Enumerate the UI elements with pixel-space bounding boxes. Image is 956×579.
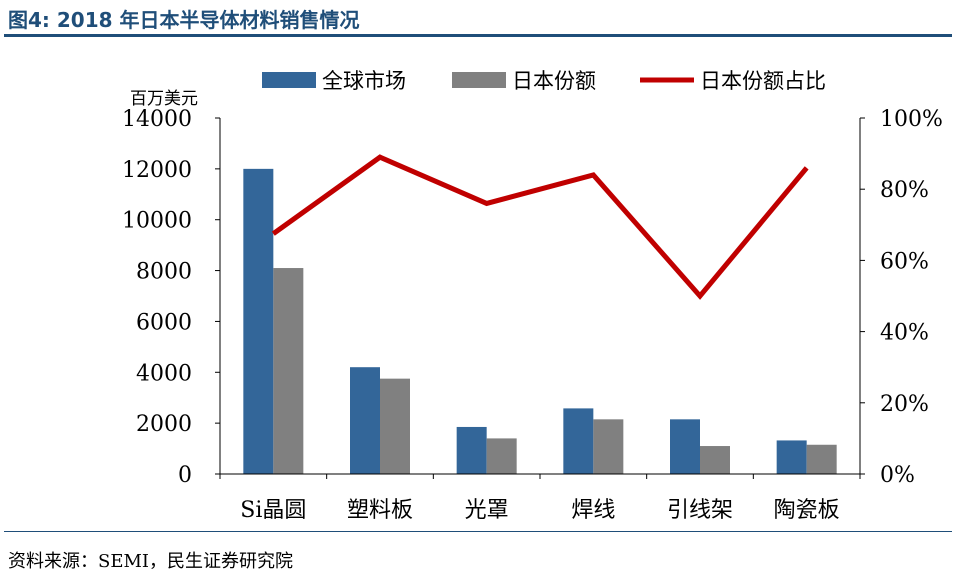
bar-japan-5 — [806, 444, 837, 474]
bar-global-1 — [350, 367, 380, 474]
legend-label-2: 日本份额占比 — [700, 69, 826, 93]
x-tick-label-2: 光罩 — [465, 498, 509, 523]
bar-global-4 — [670, 419, 700, 474]
bar-global-5 — [776, 440, 807, 474]
figure-source: 资料来源：SEMI，民生证券研究院 — [8, 551, 294, 572]
right-tick-label-3: 60% — [880, 249, 929, 274]
left-tick-label-1: 2000 — [136, 412, 192, 437]
right-tick-label-0: 0% — [880, 463, 915, 488]
bar-japan-4 — [700, 446, 730, 474]
source-rule — [4, 531, 952, 532]
left-tick-label-5: 10000 — [122, 209, 192, 234]
right-tick-label-4: 80% — [880, 178, 929, 203]
left-axis-label: 百万美元 — [130, 89, 198, 109]
figure-title: 图4: 2018 年日本半导体材料销售情况 — [8, 8, 360, 32]
right-tick-label-1: 20% — [880, 392, 929, 417]
bar-japan-1 — [380, 378, 410, 474]
share-line — [271, 154, 809, 300]
legend-swatch-1 — [452, 72, 506, 88]
x-tick-label-5: 陶瓷板 — [774, 498, 840, 523]
bar-japan-0 — [273, 268, 304, 474]
bar-japan-3 — [593, 419, 624, 474]
left-tick-label-4: 8000 — [136, 260, 192, 285]
x-tick-label-1: 塑料板 — [347, 498, 413, 523]
left-tick-label-6: 12000 — [122, 158, 192, 183]
bar-global-2 — [456, 426, 487, 474]
left-tick-label-7: 14000 — [122, 107, 192, 132]
legend-label-1: 日本份额 — [512, 69, 596, 93]
legend-label-0: 全球市场 — [322, 69, 406, 93]
left-tick-label-2: 4000 — [136, 361, 192, 386]
x-tick-label-4: 引线架 — [667, 498, 733, 523]
legend-swatch-0 — [262, 72, 316, 88]
legend: 全球市场 日本份额 日本份额占比 — [262, 69, 826, 93]
right-tick-label-2: 40% — [880, 321, 929, 346]
bar-global-0 — [243, 168, 274, 474]
bar-global-3 — [563, 408, 594, 474]
x-tick-label-0: Si晶圆 — [240, 498, 306, 523]
left-tick-label-0: 0 — [178, 463, 192, 488]
title-rule — [4, 34, 952, 37]
right-tick-label-5: 100% — [880, 107, 943, 132]
bars-layer — [243, 168, 837, 474]
x-tick-label-3: 焊线 — [571, 498, 615, 523]
left-tick-label-3: 6000 — [136, 310, 192, 335]
share-line-layer — [271, 154, 809, 300]
bar-japan-2 — [486, 438, 517, 474]
